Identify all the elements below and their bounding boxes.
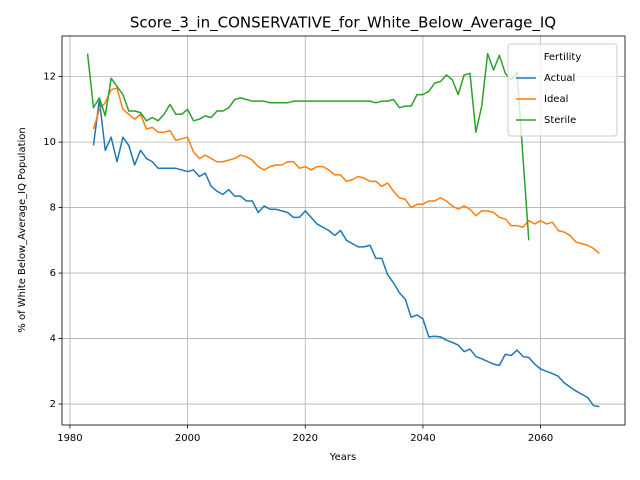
y-tick-label: 2 [50, 399, 56, 410]
legend-label: Sterile [544, 115, 576, 126]
x-tick-label: 2060 [528, 433, 553, 444]
y-tick-label: 12 [43, 72, 56, 83]
y-tick-label: 4 [50, 334, 56, 345]
chart-title: Score_3_in_CONSERVATIVE_for_White_Below_… [130, 14, 556, 33]
y-tick-label: 10 [43, 137, 56, 148]
line-series [86, 52, 530, 241]
y-tick-label: 8 [50, 203, 56, 214]
legend: Fertility Actual Ideal Sterile [507, 43, 618, 137]
line-series [92, 98, 600, 408]
y-axis-label: % of White Below_Average_IQ Population [17, 127, 28, 332]
x-tick-label: 1980 [57, 433, 82, 444]
legend-label: Actual [544, 73, 575, 84]
plot-frame [61, 35, 626, 426]
legend-box [507, 43, 618, 137]
x-tick-label: 2040 [410, 433, 435, 444]
x-tick-label: 2020 [293, 433, 318, 444]
legend-label: Ideal [544, 94, 568, 105]
line-series [92, 87, 600, 254]
y-tick-label: 6 [50, 268, 56, 279]
x-axis-label: Years [329, 452, 356, 463]
legend-title: Fertility [544, 52, 582, 63]
x-tick-label: 2000 [175, 433, 200, 444]
